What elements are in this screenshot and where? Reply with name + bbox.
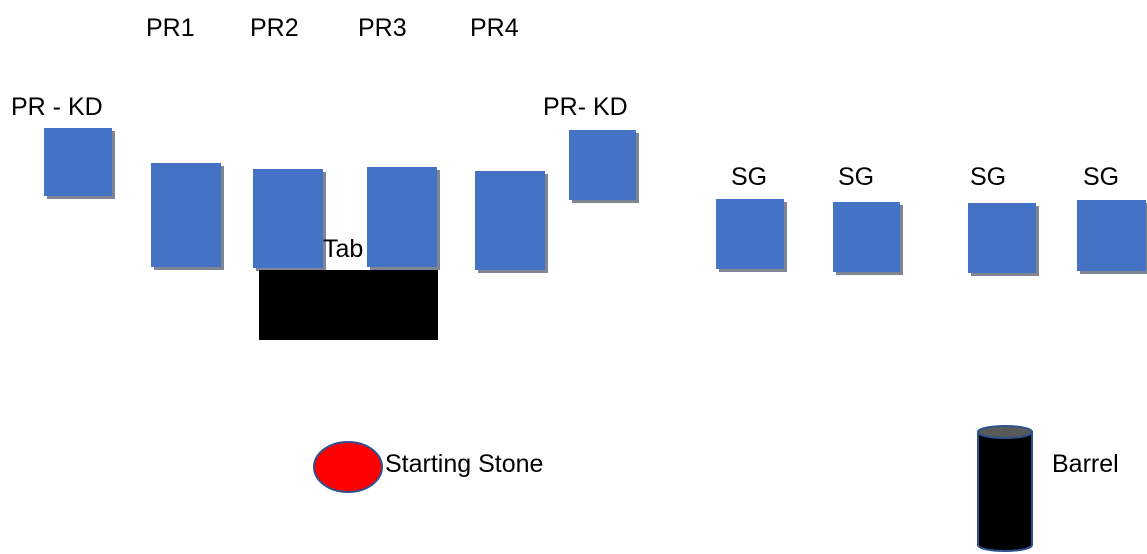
label-barrel: Barrel — [1052, 450, 1119, 478]
label-table: Tab — [323, 235, 363, 263]
pr-kd-right-block — [569, 130, 636, 200]
sg-block-2 — [833, 202, 900, 272]
label-starting-stone: Starting Stone — [385, 450, 543, 478]
label-sg-2: SG — [838, 163, 874, 191]
pr2-block — [253, 169, 323, 268]
table-block — [259, 270, 438, 340]
label-pr1: PR1 — [146, 14, 195, 42]
label-pr-kd-right: PR- KD — [543, 93, 628, 121]
label-pr2: PR2 — [250, 14, 299, 42]
label-sg-4: SG — [1083, 163, 1119, 191]
label-pr-kd-left: PR - KD — [11, 93, 103, 121]
pr4-block — [475, 171, 545, 270]
barrel-icon — [977, 425, 1033, 552]
pr3-block — [367, 167, 437, 267]
sg-block-3 — [968, 203, 1036, 273]
pr1-block — [151, 163, 221, 267]
label-pr4: PR4 — [470, 14, 519, 42]
sg-block-1 — [716, 199, 784, 269]
label-sg-3: SG — [970, 163, 1006, 191]
label-sg-1: SG — [731, 163, 767, 191]
label-pr3: PR3 — [358, 14, 407, 42]
pr-kd-left-block — [44, 128, 112, 196]
sg-block-4 — [1077, 200, 1146, 271]
starting-stone — [313, 441, 383, 493]
